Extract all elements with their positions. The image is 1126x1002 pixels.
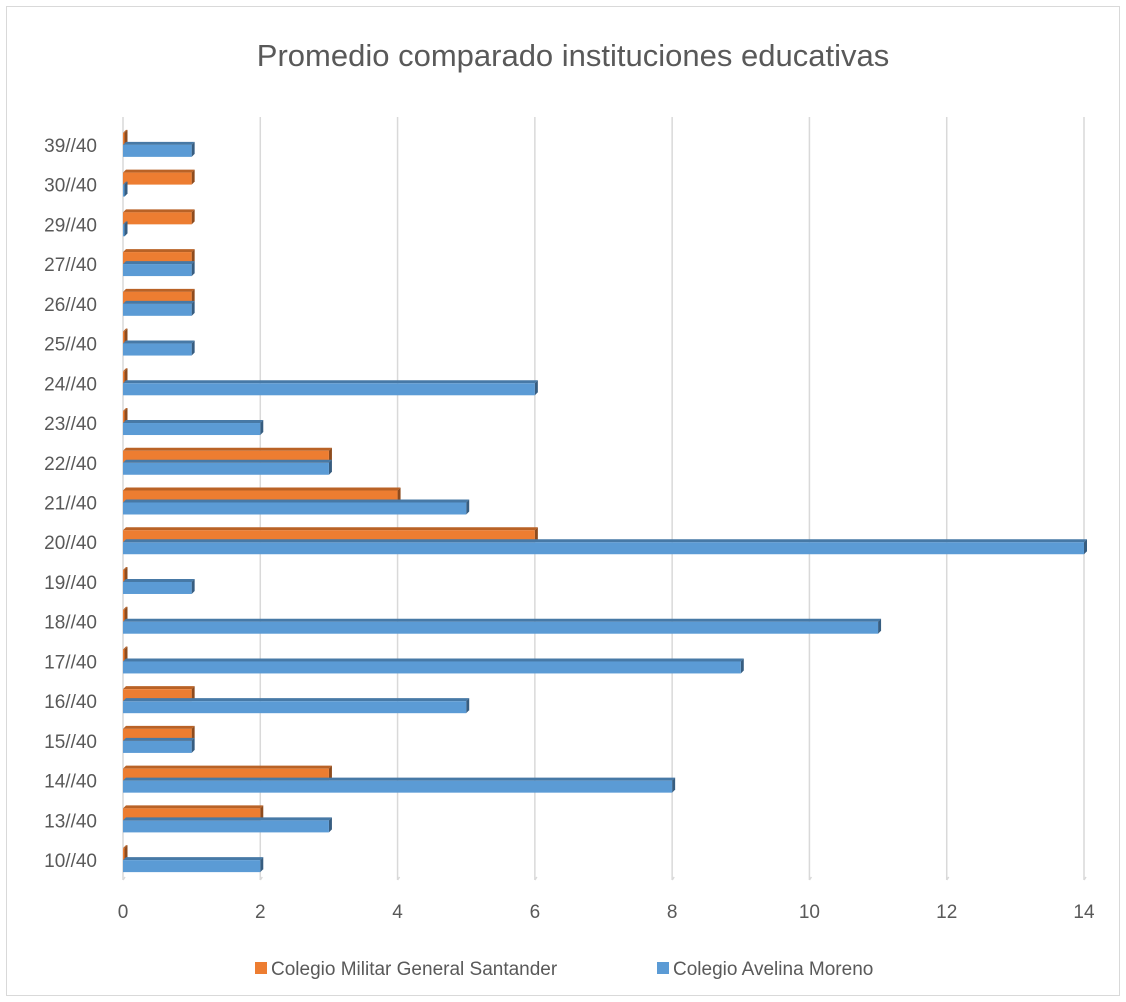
bar-colegio-avelina	[123, 857, 264, 873]
legend: Colegio Militar General Santander Colegio…	[255, 959, 873, 980]
bar-colegio-avelina	[123, 459, 332, 475]
bar-colegio-avelina	[123, 499, 470, 515]
bar-colegio-avelina	[123, 618, 882, 634]
x-tick-label: 4	[392, 902, 403, 923]
bar-colegio-militar	[123, 129, 128, 145]
y-tick-label: 21//40	[44, 494, 97, 515]
y-tick-label: 29//40	[44, 215, 97, 236]
axis-depth-mark	[259, 876, 263, 881]
bar-colegio-avelina	[123, 737, 195, 753]
bar-colegio-avelina	[123, 539, 1087, 555]
axis-depth-mark	[122, 876, 126, 881]
y-tick-label: 26//40	[44, 295, 97, 316]
bar-colegio-avelina	[123, 141, 195, 157]
y-tick-label: 10//40	[44, 851, 97, 872]
y-tick-label: 16//40	[44, 692, 97, 713]
bar-colegio-avelina	[123, 261, 195, 277]
y-tick-label: 39//40	[44, 136, 97, 157]
legend-label: Colegio Avelina Moreno	[673, 959, 873, 980]
y-tick-label: 17//40	[44, 652, 97, 673]
bar-colegio-avelina	[123, 817, 332, 833]
bar-colegio-militar	[123, 368, 128, 384]
y-tick-label: 23//40	[44, 414, 97, 435]
y-tick-label: 14//40	[44, 772, 97, 793]
y-tick-label: 25//40	[44, 335, 97, 356]
x-tick-label: 14	[1073, 902, 1095, 923]
legend-colegio-militar: Colegio Militar General Santander	[255, 959, 558, 980]
bar-colegio-avelina	[123, 300, 195, 316]
x-tick-label: 0	[118, 902, 129, 923]
y-tick-label: 18//40	[44, 613, 97, 634]
bar-colegio-avelina	[123, 698, 470, 714]
bar-colegio-avelina	[123, 578, 195, 594]
x-axis-labels: 0 2 4 6 8 10 12 14	[118, 902, 1095, 923]
bar-colegio-avelina	[123, 420, 264, 436]
legend-swatch	[657, 962, 669, 974]
x-tick-label: 6	[530, 902, 541, 923]
y-tick-label: 15//40	[44, 732, 97, 753]
bar-colegio-militar	[123, 845, 128, 861]
bar-colegio-militar	[123, 566, 128, 582]
y-tick-label: 19//40	[44, 573, 97, 594]
axis-depth-mark	[396, 876, 401, 881]
y-tick-label: 30//40	[44, 176, 97, 197]
bar-colegio-militar	[123, 169, 195, 185]
bar-colegio-avelina	[123, 340, 195, 356]
y-tick-label: 20//40	[44, 533, 97, 554]
y-tick-label: 24//40	[44, 374, 97, 395]
y-tick-label: 22//40	[44, 454, 97, 475]
legend-swatch	[255, 962, 267, 974]
bar-colegio-militar	[123, 646, 128, 662]
x-tick-label: 12	[936, 902, 957, 923]
bar-colegio-avelina	[123, 777, 676, 793]
bar-colegio-avelina	[123, 380, 538, 396]
bar-colegio-avelina	[123, 221, 128, 237]
legend-label: Colegio Militar General Santander	[271, 959, 558, 980]
x-tick-label: 10	[799, 902, 820, 923]
bar-colegio-militar	[123, 408, 128, 424]
axis-depth-mark	[1083, 876, 1087, 881]
bar-colegio-avelina	[123, 658, 744, 674]
bar-colegio-militar	[123, 209, 195, 225]
axis-depth-mark	[946, 876, 950, 881]
y-tick-label: 27//40	[44, 255, 97, 276]
legend-colegio-avelina: Colegio Avelina Moreno	[657, 959, 873, 980]
axis-depth-mark	[534, 876, 538, 881]
bars	[123, 129, 1087, 873]
x-tick-label: 2	[255, 902, 266, 923]
x-tick-label: 8	[667, 902, 678, 923]
y-tick-label: 13//40	[44, 811, 97, 832]
axis-depth-mark	[671, 876, 675, 881]
bar-colegio-militar	[123, 328, 128, 344]
bar-colegio-militar	[123, 606, 128, 622]
y-axis-labels: 10//40 13//40 14//40 15//40 16//40 17//40 18//…	[44, 136, 97, 872]
axis-depth-mark	[808, 876, 813, 881]
chart-title: Promedio comparado instituciones educati…	[257, 38, 889, 73]
bar-colegio-avelina	[123, 181, 128, 197]
